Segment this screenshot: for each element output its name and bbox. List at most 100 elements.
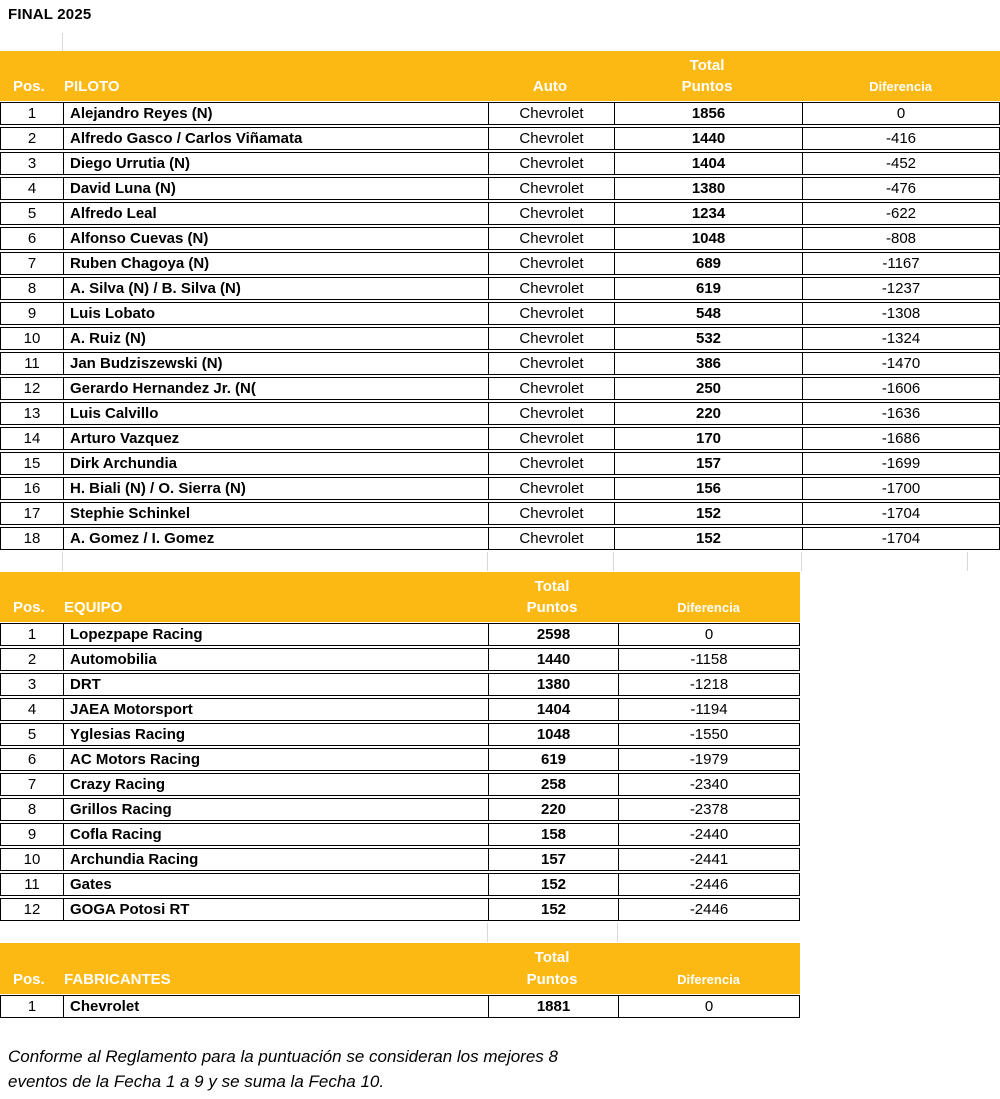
teams-standings-table: Pos. EQUIPO Total Puntos Diferencia 1 Lop…: [0, 572, 800, 923]
table-row: 3 DRT 1380 -1218: [0, 673, 800, 696]
table-row: 8 Grillos Racing 220 -2378: [0, 798, 800, 821]
points-cell: 170: [614, 428, 802, 449]
table-row: 2 Alfredo Gasco / Carlos Viñamata Chevrole…: [0, 127, 1000, 150]
diff-cell: -1979: [618, 749, 799, 770]
name-cell: Cofla Racing: [63, 824, 488, 845]
auto-cell: Chevrolet: [488, 478, 614, 499]
points-cell: 250: [614, 378, 802, 399]
gridline: [62, 552, 63, 571]
diff-cell: -1470: [802, 353, 999, 374]
pilots-table-header: Pos. PILOTO Auto Total Puntos Diferencia: [0, 51, 1000, 101]
name-cell: Luis Lobato: [63, 303, 488, 324]
pos-cell: 6: [27, 230, 37, 247]
table-row: 8 A. Silva (N) / B. Silva (N) Chevrolet 619…: [0, 277, 1000, 300]
pos-cell: 11: [24, 876, 40, 893]
pos-cell: 4: [27, 180, 37, 197]
pos-cell: 18: [23, 530, 41, 547]
gridline: [62, 33, 63, 51]
diferencia-column-header: Diferencia: [677, 600, 740, 615]
points-cell: 1856: [614, 103, 802, 124]
auto-cell: Chevrolet: [488, 353, 614, 374]
points-cell: 258: [488, 774, 618, 795]
pos-cell: 1: [27, 105, 37, 122]
diff-cell: -1167: [802, 253, 999, 274]
table-row: 9 Luis Lobato Chevrolet 548 -1308: [0, 302, 1000, 325]
auto-cell: Chevrolet: [488, 328, 614, 349]
diff-cell: -1606: [802, 378, 999, 399]
page-title: FINAL 2025: [8, 6, 92, 23]
name-cell: Arturo Vazquez: [63, 428, 488, 449]
gridline: [801, 552, 802, 571]
manufacturers-table-header: Pos. FABRICANTES Total Puntos Diferencia: [0, 943, 800, 994]
points-cell: 1048: [614, 228, 802, 249]
points-cell: 1404: [614, 153, 802, 174]
name-cell: DRT: [63, 674, 488, 695]
table-row: 12 Gerardo Hernandez Jr. (N(Chevrolet 250-…: [0, 377, 1000, 400]
table-row: 5 Alfredo Leal Chevrolet 1234 -622: [0, 202, 1000, 225]
gridline: [967, 552, 968, 571]
teams-table-rows: 1 Lopezpape Racing 2598 0 2 Automobilia 1440 -1…: [0, 623, 800, 921]
auto-column-header: Auto: [532, 78, 568, 95]
points-cell: 1380: [614, 178, 802, 199]
name-cell: JAEA Motorsport: [63, 699, 488, 720]
auto-cell: Chevrolet: [488, 253, 614, 274]
table-row: 1 Lopezpape Racing 2598 0: [0, 623, 800, 646]
points-cell: 220: [488, 799, 618, 820]
puntos-column-header: Puntos: [526, 599, 578, 616]
name-cell: Lopezpape Racing: [63, 624, 488, 645]
pos-cell: 2: [27, 130, 37, 147]
table-row: 3 Diego Urrutia (N) Chevrolet 1404 -452: [0, 152, 1000, 175]
diff-cell: 0: [802, 103, 999, 124]
diff-cell: -2340: [618, 774, 799, 795]
points-cell: 689: [614, 253, 802, 274]
points-cell: 220: [614, 403, 802, 424]
pos-cell: 3: [27, 155, 37, 172]
auto-cell: Chevrolet: [488, 153, 614, 174]
diff-cell: -1237: [802, 278, 999, 299]
points-cell: 1048: [488, 724, 618, 745]
points-cell: 156: [614, 478, 802, 499]
table-row: 2 Automobilia 1440 -1158: [0, 648, 800, 671]
equipo-column-header: EQUIPO: [64, 599, 123, 616]
points-cell: 152: [614, 503, 802, 524]
name-cell: Gerardo Hernandez Jr. (N(: [63, 378, 488, 399]
diff-cell: -2440: [618, 824, 799, 845]
table-row: 7 Crazy Racing 258 -2340: [0, 773, 800, 796]
points-cell: 1440: [488, 649, 618, 670]
auto-cell: Chevrolet: [488, 203, 614, 224]
points-cell: 386: [614, 353, 802, 374]
name-cell: Alfredo Leal: [63, 203, 488, 224]
auto-cell: Chevrolet: [488, 378, 614, 399]
name-cell: A. Silva (N) / B. Silva (N): [63, 278, 488, 299]
pos-cell: 5: [27, 726, 37, 743]
pos-cell: 12: [23, 380, 41, 397]
points-cell: 158: [488, 824, 618, 845]
pos-cell: 9: [27, 826, 37, 843]
diff-cell: -1218: [618, 674, 799, 695]
name-cell: A. Ruiz (N): [63, 328, 488, 349]
pos-cell: 10: [23, 330, 41, 347]
auto-cell: Chevrolet: [488, 503, 614, 524]
table-row: 9 Cofla Racing 158 -2440: [0, 823, 800, 846]
diff-cell: -2378: [618, 799, 799, 820]
points-cell: 1380: [488, 674, 618, 695]
name-cell: Chevrolet: [63, 996, 488, 1017]
auto-cell: Chevrolet: [488, 528, 614, 549]
diff-cell: -622: [802, 203, 999, 224]
table-row: 11 Jan Budziszewski (N) Chevrolet 386 -1470: [0, 352, 1000, 375]
points-cell: 532: [614, 328, 802, 349]
pos-cell: 8: [27, 280, 37, 297]
diff-cell: -476: [802, 178, 999, 199]
points-cell: 152: [488, 899, 618, 920]
pos-cell: 3: [27, 676, 37, 693]
name-cell: Gates: [63, 874, 488, 895]
pos-cell: 7: [27, 255, 37, 272]
total-column-header: Total: [534, 949, 570, 966]
diff-cell: -1704: [802, 528, 999, 549]
name-cell: A. Gomez / I. Gomez: [63, 528, 488, 549]
name-cell: David Luna (N): [63, 178, 488, 199]
table-row: 12 GOGA Potosi RT 152 -2446: [0, 898, 800, 921]
name-cell: Yglesias Racing: [63, 724, 488, 745]
points-cell: 619: [488, 749, 618, 770]
points-cell: 1234: [614, 203, 802, 224]
